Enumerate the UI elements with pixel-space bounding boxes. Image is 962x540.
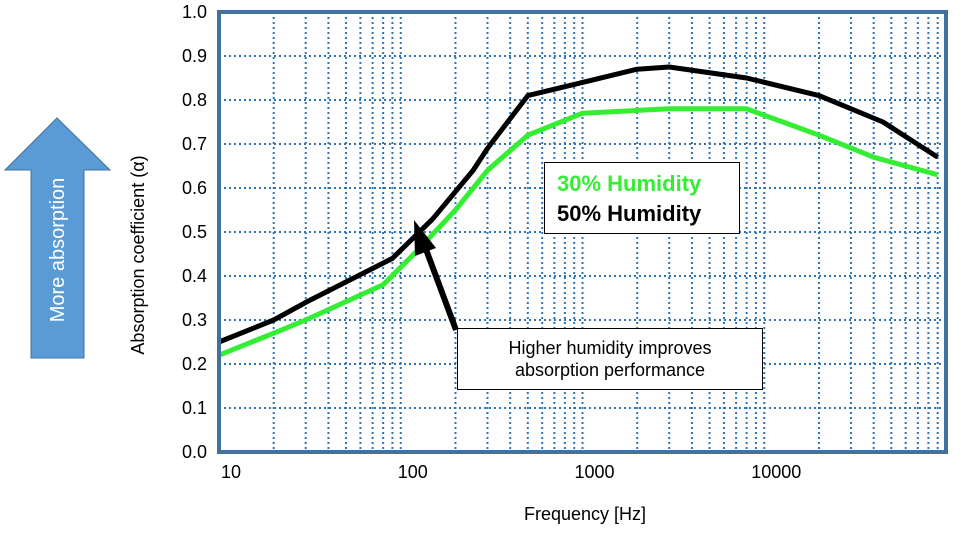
y-axis-label: Absorption coefficient (α) <box>128 155 148 354</box>
x-tick-label: 10 <box>221 462 241 482</box>
more-absorption-arrow: More absorption <box>3 117 112 359</box>
x-tick-label: 10000 <box>751 462 801 482</box>
y-tick-label: 0.2 <box>182 354 207 374</box>
up-arrow-icon <box>3 117 112 359</box>
x-tick-label: 100 <box>398 462 428 482</box>
series-lines <box>218 64 940 358</box>
y-tick-labels: 0.0 0.1 0.2 0.3 0.4 0.5 0.6 0.7 0.8 0.9 1.0 <box>182 2 207 462</box>
y-tick-label: 0.7 <box>182 134 207 154</box>
annotation-arrow <box>414 220 459 332</box>
x-axis-label: Frequency [Hz] <box>524 504 646 524</box>
y-tick-label: 0.0 <box>182 442 207 462</box>
y-tick-label: 0.8 <box>182 90 207 110</box>
y-tick-label: 0.4 <box>182 266 207 286</box>
y-tick-label: 0.6 <box>182 178 207 198</box>
annotation-arrow-shaft <box>421 242 459 332</box>
plot-frame <box>217 10 948 454</box>
annotation-box: Higher humidity improves absorption perf… <box>457 328 763 390</box>
x-tick-label: 1000 <box>574 462 614 482</box>
series-line-30-humidity <box>218 106 939 358</box>
x-tick-labels: 10 100 1000 10000 <box>221 462 801 482</box>
more-absorption-label: More absorption <box>47 178 69 323</box>
y-tick-label: 1.0 <box>182 2 207 22</box>
y-tick-label: 0.1 <box>182 398 207 418</box>
y-tick-label: 0.9 <box>182 46 207 66</box>
legend-entry-50-humidity: 50% Humidity <box>557 201 702 226</box>
annotation-line-2: absorption performance <box>514 360 706 380</box>
y-tick-label: 0.3 <box>182 310 207 330</box>
legend-entry-30-humidity: 30% Humidity <box>557 171 702 196</box>
y-tick-label: 0.5 <box>182 222 207 242</box>
series-line-50-humidity <box>218 64 940 345</box>
legend: 30% Humidity 50% Humidity <box>544 162 740 234</box>
annotation-line-1: Higher humidity improves <box>508 338 712 358</box>
annotation-arrow-head-icon <box>414 220 436 256</box>
